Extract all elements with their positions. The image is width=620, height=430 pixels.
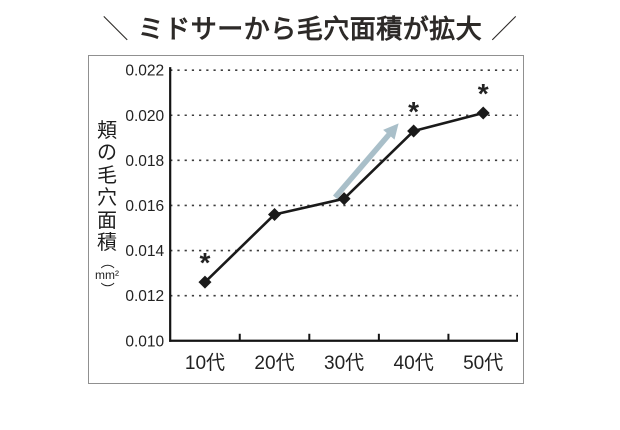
- y-axis-unit-text: mm²: [95, 268, 119, 283]
- data-point-marker: [268, 207, 282, 222]
- y-tick-label: 0.010: [125, 333, 164, 350]
- y-axis-title: 頬の毛穴面積 （ mm² ）: [93, 120, 121, 296]
- trend-arrow-head: [383, 123, 399, 140]
- chart-frame: 頬の毛穴面積 （ mm² ） 0.010 0.012 0.014 0.016 0.018…: [88, 55, 524, 384]
- chart-title: ＼ ミドサーから毛穴面積が拡大 ／: [0, 9, 620, 46]
- y-tick-label: 0.016: [125, 198, 164, 215]
- title-left-slash: ＼: [102, 14, 129, 44]
- x-tick-label: 20代: [254, 352, 294, 374]
- y-tick-label: 0.012: [125, 288, 164, 305]
- x-tick-label: 10代: [185, 352, 225, 374]
- y-tick-label: 0.022: [125, 63, 164, 80]
- x-tick-label: 40代: [394, 352, 434, 374]
- title-right-slash: ／: [490, 14, 518, 44]
- data-point-marker: [407, 124, 421, 138]
- significance-asterisk: *: [408, 96, 419, 127]
- plot-area: 0.010 0.012 0.014 0.016 0.018 0.020 0.022 10代 20…: [125, 63, 518, 374]
- data-point-marker: [476, 106, 490, 120]
- trend-arrow: [332, 131, 393, 200]
- significance-asterisk: *: [200, 247, 211, 278]
- data-point-marker: [198, 275, 212, 289]
- x-tick-label: 30代: [324, 352, 364, 374]
- y-axis-unit: （ mm² ）: [95, 255, 119, 296]
- significance-asterisk: *: [478, 78, 489, 109]
- y-axis-title-text: 頬の毛穴面積: [97, 120, 117, 254]
- title-text: ミドサーから毛穴面積が拡大: [137, 14, 483, 44]
- y-tick-label: 0.020: [125, 108, 164, 125]
- data-point-marker: [337, 192, 351, 206]
- y-tick-label: 0.014: [125, 243, 164, 260]
- y-tick-label: 0.018: [125, 153, 164, 170]
- x-tick-label: 50代: [463, 352, 503, 374]
